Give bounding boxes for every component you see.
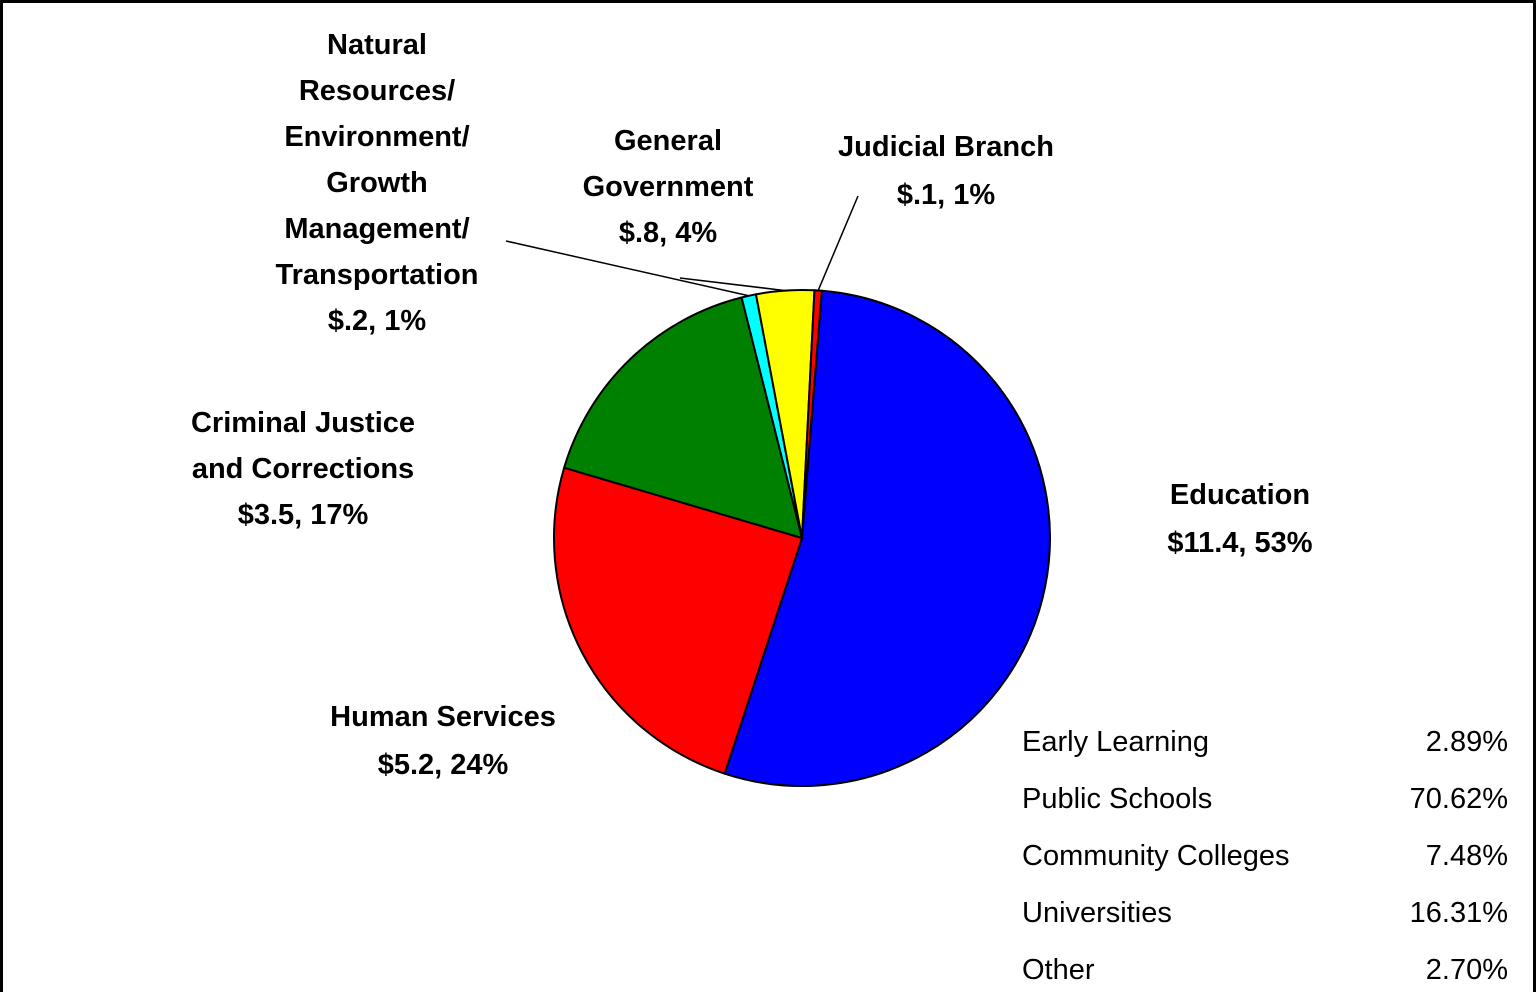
breakdown-label: Community Colleges: [1022, 840, 1290, 872]
breakdown-label: Universities: [1022, 897, 1172, 929]
slice-name-label: Natural: [327, 29, 427, 61]
slice-value-label: $.1, 1%: [897, 179, 996, 211]
slice-label-human-services: Human Services $5.2, 24%: [330, 701, 556, 781]
slice-label-general-government: General Government $.8, 4%: [583, 125, 754, 249]
leader-line-natural-resources-environment-growth-management-transportation: [505, 240, 749, 297]
breakdown-label: Public Schools: [1022, 783, 1212, 815]
breakdown-value: 2.89%: [1426, 726, 1508, 758]
slice-name-label: Human Services: [330, 701, 556, 733]
breakdown-row: Early Learning 2.89%: [1022, 726, 1508, 758]
breakdown-value: 16.31%: [1410, 897, 1508, 929]
slices-layer: [553, 288, 1051, 787]
slice-name-label: Criminal Justice: [191, 407, 415, 439]
slice-name-label: Education: [1170, 479, 1310, 511]
breakdown-row: Other 2.70%: [1022, 954, 1508, 986]
breakdown-value: 70.62%: [1410, 783, 1508, 815]
breakdown-label: Early Learning: [1022, 726, 1209, 758]
slice-name-label: Judicial Branch: [838, 131, 1054, 163]
pie-slice-human-services: [553, 466, 804, 775]
slice-label-natural-resources-environment-growth-management-transportation: Natural Resources/Environment/Growth Manag…: [275, 29, 478, 337]
slice-label-judicial-branch: Judicial Branch $.1, 1%: [838, 131, 1054, 211]
slice-value-label: $11.4, 53%: [1167, 527, 1312, 559]
breakdown-row: Universities 16.31%: [1022, 897, 1508, 929]
breakdown-value: 7.48%: [1426, 840, 1508, 872]
slice-labels: Education $11.4, 53% Human Services $5.2, 2…: [191, 29, 1313, 781]
breakdown-row: Community Colleges 7.48%: [1022, 840, 1508, 872]
slice-name-label: Government: [583, 171, 754, 203]
slice-value-label: $3.5, 17%: [238, 499, 369, 531]
slice-name-label: Transportation: [275, 259, 478, 291]
pie-slice-criminal-justice-and-corrections: [562, 296, 804, 540]
slice-value-label: $.8, 4%: [619, 217, 718, 249]
slice-name-label: Growth: [326, 167, 428, 199]
pie-slice-education: [723, 289, 1051, 787]
breakdown-value: 2.70%: [1426, 954, 1508, 986]
slice-value-label: $5.2, 24%: [378, 749, 509, 781]
slice-name-label: General: [614, 125, 722, 157]
breakdown-row: Public Schools 70.62%: [1022, 783, 1508, 815]
leader-line-judicial-branch: [817, 195, 859, 291]
education-breakdown-table: Early Learning 2.89% Public Schools 70.62% C…: [1022, 726, 1508, 986]
slice-name-label: Management/: [284, 213, 469, 245]
slice-name-label: Environment/: [284, 121, 469, 153]
leader-lines: [505, 195, 859, 297]
slice-label-criminal-justice-and-corrections: Criminal Justice and Corrections $3.5, 17%: [191, 407, 415, 531]
slice-name-label: and Corrections: [192, 453, 414, 485]
slice-label-education: Education $11.4, 53%: [1167, 479, 1312, 559]
breakdown-label: Other: [1022, 954, 1095, 986]
slice-name-label: Resources/: [299, 75, 455, 107]
leader-line-general-government: [679, 277, 786, 292]
slice-value-label: $.2, 1%: [328, 305, 427, 337]
